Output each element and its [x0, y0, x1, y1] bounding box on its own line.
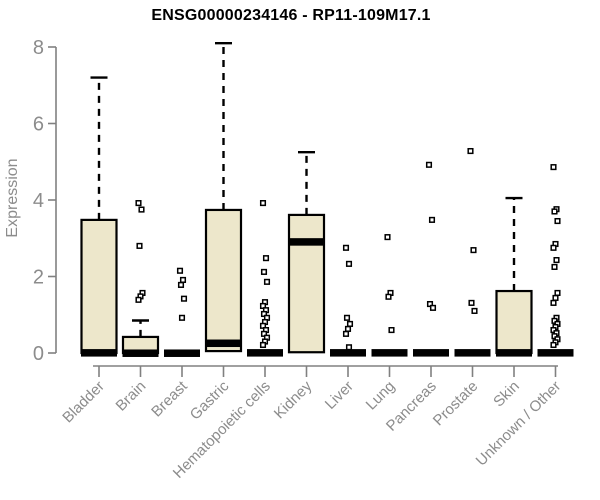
outlier-point [554, 289, 561, 296]
y-tick-label: 6 [33, 114, 44, 136]
outlier-point [467, 147, 474, 155]
outlier-point [550, 244, 557, 251]
outlier-point [259, 341, 267, 349]
median-line [413, 349, 449, 357]
y-tick-label: 4 [33, 190, 44, 212]
box [495, 289, 533, 355]
outlier-point [471, 307, 478, 314]
median-line [371, 349, 408, 357]
median-line [454, 349, 491, 357]
outlier-point [553, 257, 560, 264]
outlier-point [550, 164, 557, 171]
outlier-point [346, 320, 354, 327]
x-tick-label: Prostate [430, 378, 482, 430]
median-line [122, 349, 159, 357]
outlier-point [550, 341, 557, 349]
outlier-point [344, 325, 352, 332]
outlier-point [259, 200, 267, 207]
outlier-point [429, 304, 437, 311]
median-line [288, 238, 325, 246]
outlier-point [177, 281, 185, 288]
outlier-point [136, 242, 143, 249]
box [80, 218, 118, 355]
median-line [537, 349, 574, 357]
x-tick-label: Skin [490, 378, 523, 411]
outlier-point [384, 234, 391, 241]
outlier-point [345, 260, 353, 267]
outlier-point [342, 330, 350, 337]
outlier-point [428, 216, 436, 223]
median-line [247, 349, 283, 357]
outlier-point [135, 296, 142, 303]
median-line [164, 349, 200, 357]
outlier-point [179, 276, 187, 283]
outlier-point [138, 206, 145, 213]
x-tick-label: Breast [148, 377, 191, 420]
x-tick-label: Brain [113, 378, 150, 415]
outlier-point [551, 263, 558, 270]
median-line [330, 349, 366, 357]
outlier-point [345, 344, 353, 351]
outlier-point [343, 314, 351, 321]
outlier-point [550, 299, 557, 306]
y-tick-label: 2 [33, 267, 44, 289]
y-tick-label: 0 [33, 343, 44, 365]
x-tick-label: Kidney [271, 377, 316, 422]
x-tick-label: Bladder [59, 378, 108, 427]
y-tick-label: 8 [33, 37, 44, 59]
box [287, 213, 326, 354]
median-line [81, 349, 117, 357]
outlier-point [180, 295, 188, 302]
outlier-point [342, 244, 350, 251]
outlier-point [388, 327, 395, 334]
median-line [205, 339, 242, 348]
outlier-point [551, 208, 558, 215]
outlier-point [470, 247, 477, 254]
outlier-point [554, 217, 561, 225]
outlier-point [552, 294, 559, 301]
outlier-point [385, 293, 392, 300]
chart-title: ENSG00000234146 - RP11-109M17.1 [151, 7, 431, 24]
x-tick-label: Liver [322, 378, 357, 413]
x-tick-label: Lung [363, 378, 399, 414]
outlier-point [468, 299, 475, 306]
outlier-point [135, 200, 142, 207]
box [204, 208, 243, 353]
median-line [496, 349, 532, 357]
outlier-point [263, 278, 271, 285]
outlier-point [425, 161, 433, 168]
outlier-point [262, 255, 270, 262]
outlier-point [176, 267, 184, 274]
outlier-point [260, 268, 268, 275]
outlier-point [178, 314, 186, 321]
